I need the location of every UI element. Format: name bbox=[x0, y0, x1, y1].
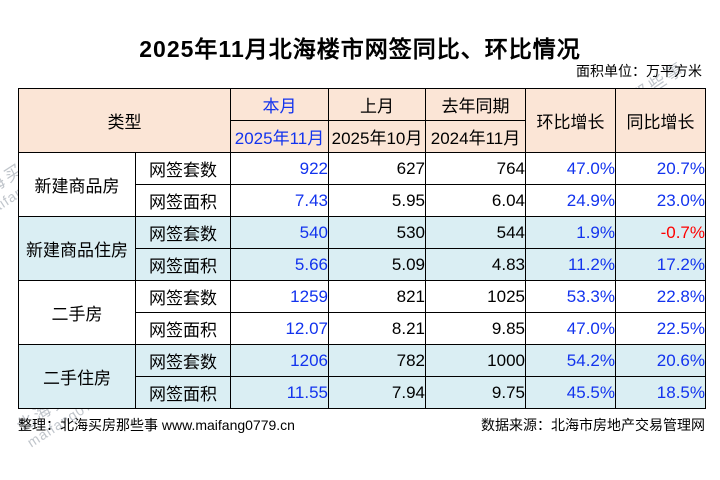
value-current: 12.07 bbox=[230, 312, 329, 345]
value-last-year: 764 bbox=[425, 152, 526, 185]
value-yoy: 22.8% bbox=[615, 280, 706, 313]
header-current-month-date: 2025年11月 bbox=[230, 120, 329, 153]
table-row: 新建商品住房 网签套数 540 530 544 1.9% -0.7% bbox=[18, 216, 706, 281]
value-current: 1259 bbox=[230, 280, 329, 313]
value-current: 11.55 bbox=[230, 376, 329, 409]
header-row-2: 2025年11月 2025年10月 2024年11月 bbox=[19, 120, 706, 153]
value-mom: 1.9% bbox=[525, 216, 616, 249]
value-mom: 47.0% bbox=[525, 152, 616, 185]
footer-credit: 整理：北海买房那些事 www.maifang0779.cn bbox=[18, 417, 295, 433]
value-mom: 54.2% bbox=[525, 344, 616, 377]
value-current: 922 bbox=[230, 152, 329, 185]
table-row: 网签面积 7.43 5.95 6.04 24.9% 23.0% bbox=[19, 184, 706, 217]
metric-label: 网签套数 bbox=[135, 344, 231, 377]
value-previous: 5.95 bbox=[328, 184, 426, 217]
value-yoy: 23.0% bbox=[615, 184, 706, 217]
group-label: 二手住房 bbox=[18, 344, 136, 409]
value-current: 7.43 bbox=[230, 184, 329, 217]
header-last-year: 去年同期 bbox=[425, 88, 526, 121]
value-mom: 24.9% bbox=[525, 184, 616, 217]
table-row: 网签面积 11.55 7.94 9.75 45.5% 18.5% bbox=[19, 376, 706, 409]
value-last-year: 6.04 bbox=[425, 184, 526, 217]
value-last-year: 9.85 bbox=[425, 312, 526, 345]
value-previous: 782 bbox=[328, 344, 426, 377]
value-mom: 47.0% bbox=[525, 312, 616, 345]
table-row: 新建商品房 网签套数 922 627 764 47.0% 20.7% bbox=[18, 152, 706, 217]
value-yoy: 18.5% bbox=[615, 376, 706, 409]
value-last-year: 544 bbox=[425, 216, 526, 249]
value-current: 540 bbox=[230, 216, 329, 249]
value-last-year: 1025 bbox=[425, 280, 526, 313]
group-label: 二手房 bbox=[18, 280, 136, 345]
unit-note: 面积单位：万平方米 bbox=[576, 63, 702, 79]
value-previous: 5.09 bbox=[328, 248, 426, 281]
value-yoy: -0.7% bbox=[615, 216, 706, 249]
header-type: 类型 bbox=[18, 88, 231, 153]
value-last-year: 4.83 bbox=[425, 248, 526, 281]
table-row: 网签面积 5.66 5.09 4.83 11.2% 17.2% bbox=[19, 248, 706, 281]
value-last-year: 1000 bbox=[425, 344, 526, 377]
metric-label: 网签套数 bbox=[135, 152, 231, 185]
header-yoy-growth: 同比增长 bbox=[615, 88, 706, 153]
value-current: 5.66 bbox=[230, 248, 329, 281]
footer-source: 数据来源：北海市房地产交易管理网 bbox=[481, 417, 705, 433]
footer: 整理：北海买房那些事 www.maifang0779.cn 数据来源：北海市房地… bbox=[18, 415, 705, 435]
table-row: 二手房 网签套数 1259 821 1025 53.3% 22.8% bbox=[18, 280, 706, 345]
value-mom: 11.2% bbox=[525, 248, 616, 281]
group-label: 新建商品房 bbox=[18, 152, 136, 217]
header-mom-growth: 环比增长 bbox=[525, 88, 616, 153]
page-title: 2025年11月北海楼市网签同比、环比情况 bbox=[139, 36, 581, 62]
value-yoy: 20.6% bbox=[615, 344, 706, 377]
metric-label: 网签套数 bbox=[135, 216, 231, 249]
metric-label: 网签面积 bbox=[135, 312, 231, 345]
value-yoy: 17.2% bbox=[615, 248, 706, 281]
header-row-1: 类型 本月 上月 去年同期 环比增长 同比增长 bbox=[18, 88, 706, 153]
value-yoy: 22.5% bbox=[615, 312, 706, 345]
value-mom: 45.5% bbox=[525, 376, 616, 409]
value-previous: 7.94 bbox=[328, 376, 426, 409]
value-last-year: 9.75 bbox=[425, 376, 526, 409]
value-current: 1206 bbox=[230, 344, 329, 377]
table-row: 网签面积 12.07 8.21 9.85 47.0% 22.5% bbox=[19, 312, 706, 345]
value-previous: 8.21 bbox=[328, 312, 426, 345]
group-label: 新建商品住房 bbox=[18, 216, 136, 281]
value-previous: 821 bbox=[328, 280, 426, 313]
signing-data-table: 类型 本月 上月 去年同期 环比增长 同比增长 2025年11月 2025年10… bbox=[18, 88, 706, 409]
metric-label: 网签面积 bbox=[135, 376, 231, 409]
value-yoy: 20.7% bbox=[615, 152, 706, 185]
metric-label: 网签套数 bbox=[135, 280, 231, 313]
header-last-year-date: 2024年11月 bbox=[425, 120, 526, 153]
header-prev-month: 上月 bbox=[328, 88, 426, 121]
value-previous: 530 bbox=[328, 216, 426, 249]
metric-label: 网签面积 bbox=[135, 248, 231, 281]
header-prev-month-date: 2025年10月 bbox=[328, 120, 426, 153]
header-current-month: 本月 bbox=[230, 88, 329, 121]
table-row: 二手住房 网签套数 1206 782 1000 54.2% 20.6% bbox=[18, 344, 706, 409]
value-previous: 627 bbox=[328, 152, 426, 185]
metric-label: 网签面积 bbox=[135, 184, 231, 217]
value-mom: 53.3% bbox=[525, 280, 616, 313]
